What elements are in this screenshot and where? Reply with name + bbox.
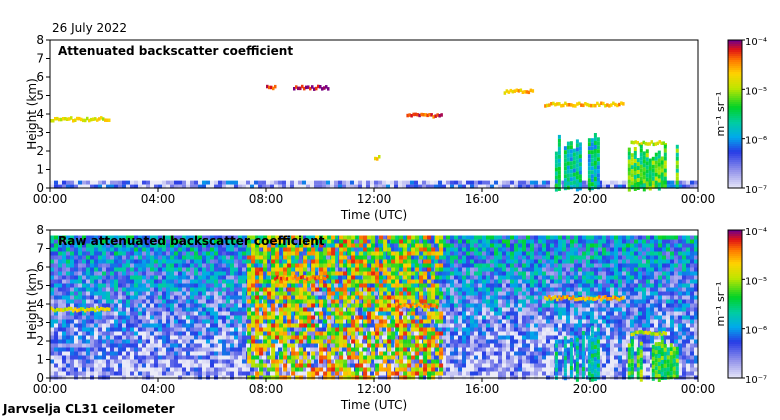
x-tick-label: 00:00 xyxy=(33,192,68,206)
cloud-base xyxy=(50,116,111,123)
y-tick-label: 3 xyxy=(36,316,44,330)
cloud-base xyxy=(503,88,535,95)
cloud-base xyxy=(50,306,111,313)
x-tick-label: 04:00 xyxy=(141,382,176,396)
colorbar-frame xyxy=(727,39,743,189)
surface-layer xyxy=(50,180,698,189)
x-tick-label: 08:00 xyxy=(249,192,284,206)
cloud-base xyxy=(544,295,625,302)
site-label: Jarvselja CL31 ceilometer xyxy=(3,402,175,416)
y-tick-label: 1 xyxy=(36,163,44,177)
colorbar: 10⁻⁴ 10⁻⁵ 10⁻⁶ 10⁻⁷ m⁻¹ sr⁻¹ xyxy=(714,227,767,386)
date-label: 26 July 2022 xyxy=(52,21,128,35)
x-tick-label: 00:00 xyxy=(33,382,68,396)
cloud-base xyxy=(395,302,439,309)
colorbar-tick-label: 10⁻⁶ xyxy=(745,136,767,147)
cloud-base xyxy=(293,84,330,91)
cloud-base xyxy=(630,330,667,337)
y-tick-label: 6 xyxy=(36,70,44,84)
y-tick-label: 5 xyxy=(36,279,44,293)
panel-title: Raw attenuated backscatter coefficient xyxy=(58,234,325,248)
x-tick-label: 12:00 xyxy=(357,382,392,396)
plot-area xyxy=(50,40,698,188)
colorbar-unit: m⁻¹ sr⁻¹ xyxy=(714,92,727,137)
panel-title: Attenuated backscatter coefficient xyxy=(58,44,293,58)
precipitation-streaks xyxy=(554,323,600,382)
x-tick-label: 20:00 xyxy=(573,192,608,206)
cloud-base xyxy=(266,84,277,91)
x-tick-label: 08:00 xyxy=(249,382,284,396)
colorbar-tick-label: 10⁻⁵ xyxy=(745,86,767,97)
x-tick-label: 00:00 xyxy=(681,382,716,396)
x-tick-label: 16:00 xyxy=(465,192,500,206)
y-tick-label: 5 xyxy=(36,89,44,103)
x-tick-label: 12:00 xyxy=(357,192,392,206)
y-tick-label: 7 xyxy=(36,242,44,256)
x-tick-label: 16:00 xyxy=(465,382,500,396)
precipitation-streaks xyxy=(554,133,600,192)
y-tick-label: 2 xyxy=(36,144,44,158)
y-tick-label: 4 xyxy=(36,107,44,121)
x-tick-label: 20:00 xyxy=(573,382,608,396)
backscatter-field xyxy=(50,84,698,192)
x-tick-label: 04:00 xyxy=(141,192,176,206)
y-tick-label: 6 xyxy=(36,260,44,274)
backscatter-field xyxy=(50,235,698,382)
precipitation-streaks xyxy=(627,144,679,192)
colorbar-tick-label: 10⁻⁷ xyxy=(745,185,767,196)
y-tick-label: 3 xyxy=(36,126,44,140)
colorbar-unit: m⁻¹ sr⁻¹ xyxy=(714,282,727,327)
cloud-base xyxy=(544,101,625,108)
y-axis-label: Height (km) xyxy=(25,268,39,339)
x-tick-label: 00:00 xyxy=(681,192,716,206)
y-axis-label: Height (km) xyxy=(25,78,39,149)
high-noise xyxy=(247,235,444,380)
colorbar-tick-label: 10⁻⁷ xyxy=(745,375,767,386)
y-tick-label: 0 xyxy=(36,371,44,385)
cloud-base xyxy=(406,112,443,119)
precipitation-streaks xyxy=(627,336,679,382)
cloud-base xyxy=(274,274,329,282)
panel-2: 0 1 2 3 4 5 6 7 8 00:00 04:00 08:00 12:00 16:00 20:00 0… xyxy=(25,223,767,412)
panel-1: 0 1 2 3 4 5 6 7 8 00:00 04:00 08:00 12:00 16:00 20:00 0… xyxy=(25,33,767,222)
colorbar-tick-label: 10⁻⁴ xyxy=(745,37,767,48)
y-tick-label: 8 xyxy=(36,223,44,237)
y-tick-label: 7 xyxy=(36,52,44,66)
y-tick-label: 8 xyxy=(36,33,44,47)
y-tick-label: 0 xyxy=(36,181,44,195)
colorbar-frame xyxy=(727,229,743,379)
colorbar: 10⁻⁴ 10⁻⁵ 10⁻⁶ 10⁻⁷ m⁻¹ sr⁻¹ xyxy=(714,37,767,196)
y-tick-label: 2 xyxy=(36,334,44,348)
y-tick-label: 1 xyxy=(36,353,44,367)
colorbar-tick-label: 10⁻⁶ xyxy=(745,326,767,337)
x-axis-label: Time (UTC) xyxy=(340,398,407,412)
colorbar-tick-label: 10⁻⁵ xyxy=(745,276,767,287)
cloud-base xyxy=(374,155,381,161)
y-tick-label: 4 xyxy=(36,297,44,311)
x-axis-label: Time (UTC) xyxy=(340,208,407,222)
colorbar-tick-label: 10⁻⁴ xyxy=(745,227,767,238)
